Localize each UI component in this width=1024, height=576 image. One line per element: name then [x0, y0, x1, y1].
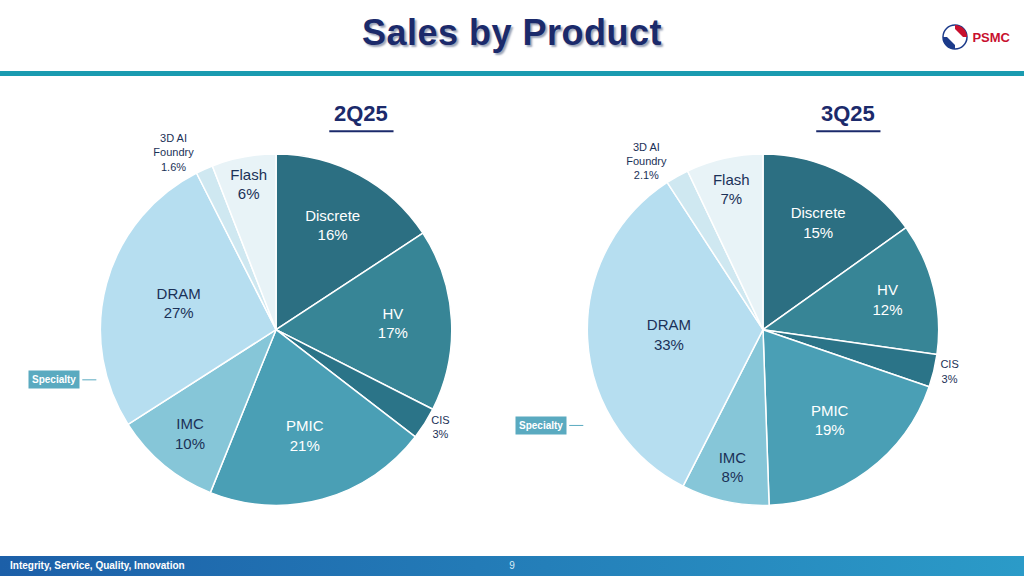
svg-text:2Q25: 2Q25 — [334, 101, 388, 126]
svg-text:Specialty: Specialty — [32, 374, 76, 385]
svg-text:3D AIFoundry1.6%: 3D AIFoundry1.6% — [153, 132, 194, 173]
html-text:Integrity, Service, Quality, I: Integrity, Service, Quality, Innovation — [10, 560, 185, 571]
svg-text:Flash7%: Flash7% — [713, 171, 750, 208]
svg-text:Discrete16%: Discrete16% — [305, 207, 360, 244]
svg-text:3Q25: 3Q25 — [821, 101, 875, 126]
svg-text:3D AIFoundry2.1%: 3D AIFoundry2.1% — [626, 141, 667, 182]
svg-text:PMIC19%: PMIC19% — [811, 402, 849, 439]
svg-text:CIS3%: CIS3% — [940, 358, 958, 384]
html-text:PSMC: PSMC — [972, 29, 1010, 45]
svg-text:IMC10%: IMC10% — [175, 415, 205, 452]
svg-text:Flash6%: Flash6% — [230, 166, 267, 203]
svg-text:PMIC21%: PMIC21% — [286, 417, 324, 454]
svg-text:Discrete15%: Discrete15% — [791, 204, 846, 241]
svg-text:DRAM33%: DRAM33% — [647, 316, 691, 353]
html-text:Sales by Product: Sales by Product — [361, 12, 662, 53]
svg-text:HV12%: HV12% — [872, 281, 902, 318]
svg-text:Specialty: Specialty — [519, 420, 563, 431]
html-text:9: 9 — [509, 560, 515, 571]
svg-text:HV17%: HV17% — [378, 305, 408, 342]
svg-text:IMC8%: IMC8% — [719, 449, 747, 486]
svg-text:CIS3%: CIS3% — [431, 414, 449, 440]
svg-text:DRAM27%: DRAM27% — [157, 285, 201, 322]
